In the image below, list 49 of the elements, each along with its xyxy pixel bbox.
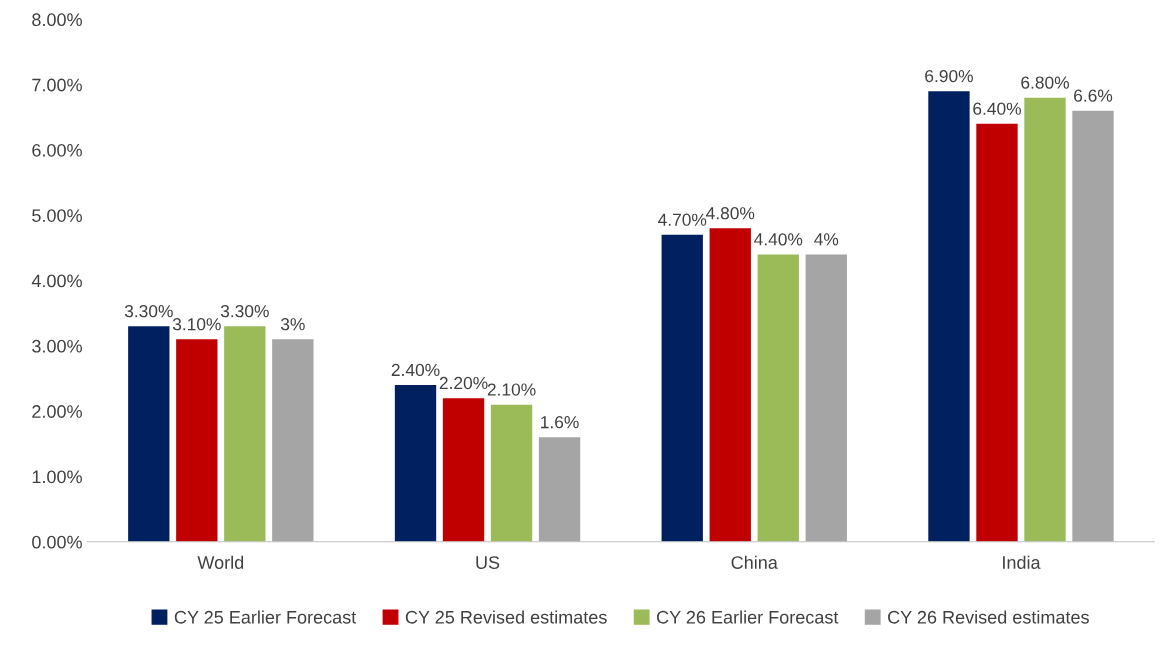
bar (272, 339, 314, 542)
bar (490, 404, 533, 542)
x-tick-label: US (476, 556, 500, 569)
legend-label: CY 26 Earlier Forecast (657, 610, 839, 624)
y-tick-label: 3.00% (32, 339, 82, 353)
data-label: 4.70% (658, 213, 707, 226)
bar (128, 326, 170, 542)
x-tick-label: China (731, 555, 778, 569)
data-label: 3.10% (172, 318, 221, 331)
data-label: 2.20% (439, 376, 488, 390)
x-tick-label: World (197, 555, 244, 569)
data-label: 2.40% (391, 363, 440, 377)
data-label: 6.40% (973, 102, 1021, 115)
bar (538, 437, 581, 542)
bar (709, 228, 751, 542)
data-label: 6.90% (925, 69, 973, 83)
bar (928, 91, 970, 542)
bar (661, 234, 703, 542)
data-label: 1.6% (541, 416, 579, 429)
data-label: 3.30% (124, 305, 173, 318)
bar (1072, 110, 1114, 542)
y-tick-label: 0.00% (32, 535, 82, 549)
legend-label: CY 25 Earlier Forecast (174, 610, 357, 624)
y-tick-label: 4.00% (31, 274, 82, 288)
y-tick-label: 2.00% (32, 405, 82, 418)
bar (1024, 97, 1066, 542)
data-label: 2.10% (487, 383, 536, 396)
data-label: 4% (814, 233, 839, 246)
bar (224, 326, 266, 542)
y-tick-label: 8.00% (32, 13, 82, 27)
data-label: 4.80% (706, 207, 755, 220)
y-tick-label: 1.00% (32, 470, 82, 484)
legend-label: CY 26 Revised estimates (888, 610, 1089, 624)
bar (805, 254, 847, 542)
data-label: 3% (280, 318, 305, 331)
data-label: 3.30% (220, 305, 269, 318)
y-tick-label: 6.00% (32, 143, 82, 157)
bar (976, 123, 1018, 542)
bar (394, 385, 437, 542)
y-tick-label: 5.00% (32, 209, 82, 222)
bar (176, 339, 218, 542)
legend-label: CY 25 Revised estimates (405, 610, 607, 624)
bar (442, 398, 485, 542)
bar (757, 254, 799, 542)
data-label: 6.80% (1021, 76, 1069, 89)
data-label: 6.6% (1074, 89, 1113, 102)
data-label: 4.40% (754, 233, 803, 246)
y-tick-label: 7.00% (32, 78, 82, 92)
x-tick-label: India (1003, 555, 1041, 569)
